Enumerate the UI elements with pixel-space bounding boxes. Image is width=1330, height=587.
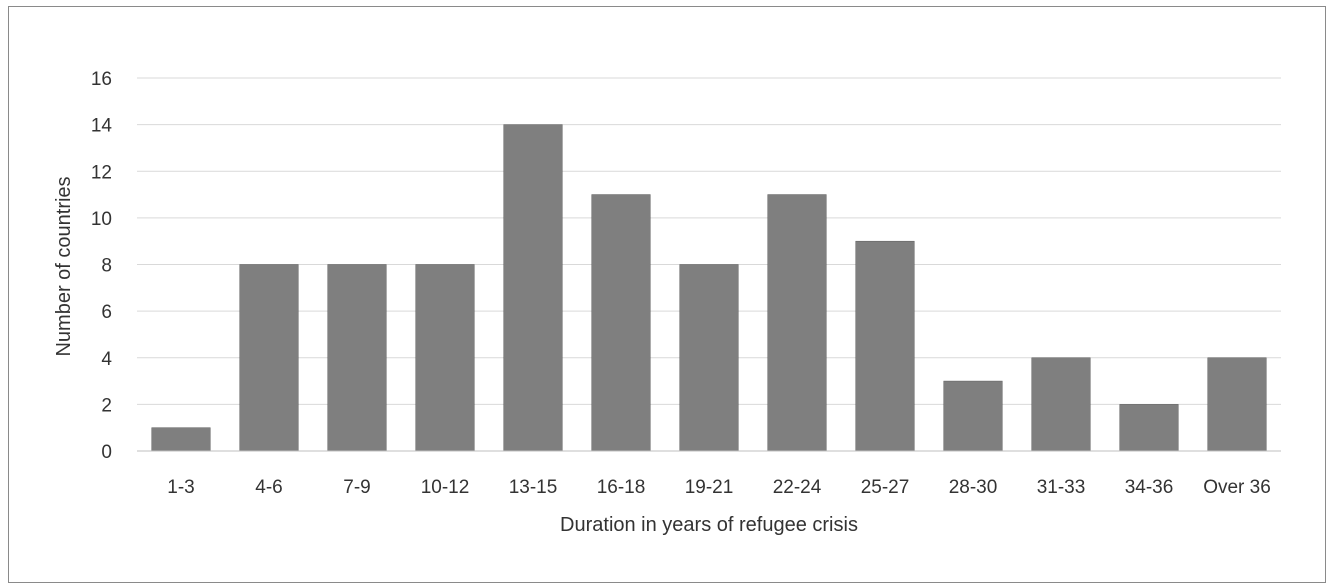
y-tick-label: 10 (91, 209, 112, 230)
bar-10-12 (415, 264, 475, 452)
y-tick-label: 0 (101, 442, 112, 463)
bars (151, 124, 1267, 452)
x-tick-label: 16-18 (597, 477, 646, 498)
x-axis-ticks: 1-3 4-6 7-9 10-12 13-15 16-18 19-21 22-24 25-27 2… (167, 477, 1271, 498)
x-axis-title: Duration in years of refugee crisis (560, 514, 858, 536)
bar-25-27 (855, 240, 915, 452)
x-tick-label: Over 36 (1203, 477, 1271, 498)
x-tick-label: 22-24 (773, 477, 822, 498)
bar-13-15 (503, 124, 563, 452)
y-tick-label: 12 (91, 162, 112, 183)
bar-28-30 (943, 380, 1003, 452)
x-tick-label: 13-15 (509, 477, 558, 498)
bar-7-9 (327, 264, 387, 452)
x-tick-label: 1-3 (167, 477, 194, 498)
x-tick-label: 28-30 (949, 477, 998, 498)
x-tick-label: 10-12 (421, 477, 470, 498)
bar-31-33 (1031, 357, 1091, 452)
y-tick-label: 2 (101, 395, 112, 416)
x-tick-label: 7-9 (343, 477, 370, 498)
x-tick-label: 19-21 (685, 477, 734, 498)
bar-4-6 (239, 264, 299, 452)
bar-16-18 (591, 194, 651, 452)
y-tick-label: 4 (101, 349, 112, 370)
bar-34-36 (1119, 404, 1179, 452)
y-tick-label: 8 (101, 256, 112, 277)
bar-22-24 (767, 194, 827, 452)
y-axis-ticks: 0 2 4 6 8 10 12 14 16 (91, 69, 113, 463)
x-tick-label: 31-33 (1037, 477, 1086, 498)
x-tick-label: 4-6 (255, 477, 282, 498)
bar-1-3 (151, 427, 211, 452)
bar-19-21 (679, 264, 739, 452)
x-tick-label: 34-36 (1125, 477, 1174, 498)
bar-over-36 (1207, 357, 1267, 452)
chart-frame (8, 6, 1326, 583)
y-tick-label: 6 (101, 302, 112, 323)
x-tick-label: 25-27 (861, 477, 910, 498)
y-tick-label: 14 (91, 116, 113, 137)
y-tick-label: 16 (91, 69, 112, 90)
y-axis-title: Number of countries (53, 176, 75, 356)
